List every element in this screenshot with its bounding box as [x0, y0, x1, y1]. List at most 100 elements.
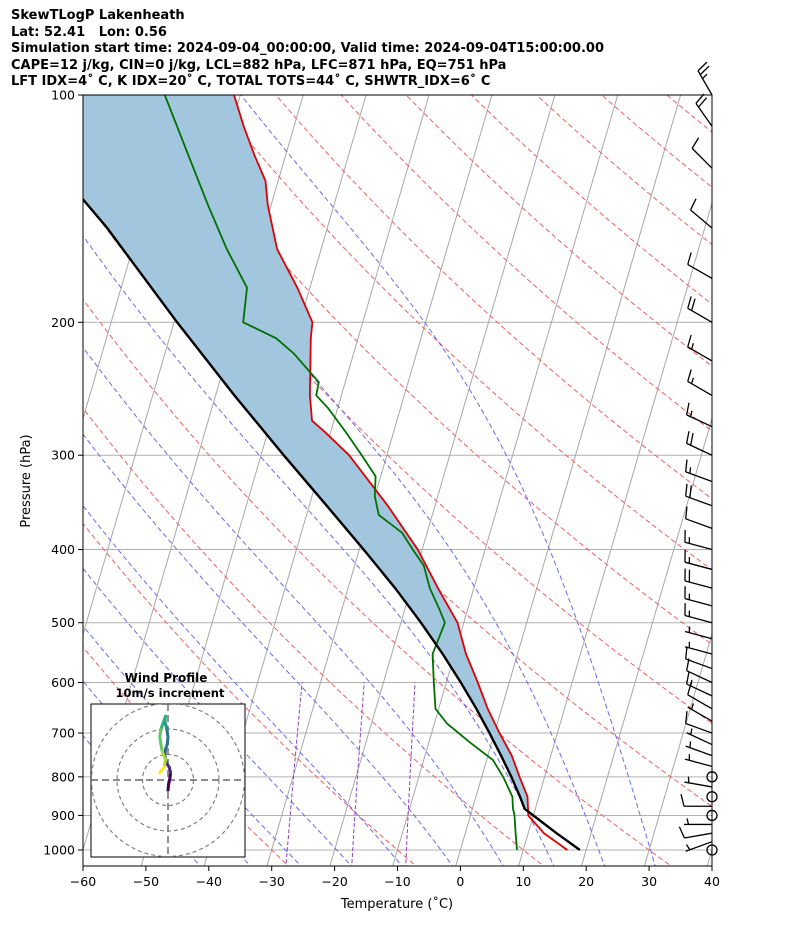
wind-barb [684, 603, 713, 624]
y-tick-label: 800 [51, 769, 75, 784]
isotherm [329, 95, 556, 866]
moist-adiabat [89, 95, 606, 866]
wind-barb [685, 506, 713, 530]
x-tick-label: 10 [515, 874, 531, 889]
dry-adiabat [144, 95, 712, 646]
wind-barb [685, 671, 713, 697]
wind-barb [685, 841, 713, 852]
wind-barb [685, 646, 713, 670]
moist-adiabat [240, 95, 656, 866]
dry-adiabat [83, 522, 417, 866]
isotherm [518, 201, 712, 866]
dry-adiabat [83, 97, 712, 724]
temperature-profile [233, 95, 568, 851]
wind-barb [691, 137, 713, 169]
chart-title: SkewTLogP Lakenheath Lat: 52.41 Lon: 0.56… [11, 8, 604, 91]
wind-barb [706, 771, 718, 783]
wind-barb [689, 198, 713, 229]
isotherm [392, 95, 619, 866]
title-line-station: SkewTLogP Lakenheath [11, 8, 185, 23]
wind-barb [687, 296, 713, 323]
title-line-times: Simulation start time: 2024-09-04_00:00:… [11, 41, 604, 56]
wind-barb [687, 252, 713, 280]
title-line-coordinates: Lat: 52.41 Lon: 0.56 [11, 24, 167, 40]
wind-barb [706, 809, 718, 822]
y-axis-label: Pressure (hPa) [19, 434, 34, 527]
hodograph-segment [158, 769, 163, 775]
mixing-ratio-line [405, 682, 416, 866]
wind-barb [687, 334, 713, 362]
isotherm [706, 848, 712, 866]
title-line-indices: LFT IDX=4˚ C, K IDX=20˚ C, TOTAL TOTS=44… [11, 74, 491, 89]
wind-barb [687, 369, 713, 397]
wind-barb [684, 626, 713, 640]
dry-adiabat [83, 298, 673, 866]
x-tick-label: 40 [704, 874, 720, 889]
y-tick-label: 700 [51, 726, 75, 741]
wind-barb [680, 794, 712, 807]
wind-barb [684, 818, 712, 826]
wind-barb [695, 93, 713, 127]
dry-adiabat [83, 646, 290, 866]
wind-barb [685, 711, 713, 734]
moist-adiabat [83, 505, 403, 866]
x-tick-label: −50 [133, 874, 159, 889]
wind-barb [684, 586, 713, 607]
mixing-ratio-line [351, 682, 365, 866]
mixing-ratio-line [285, 682, 303, 866]
wind-profile-inset: Wind Profile 10m/s increment [90, 671, 246, 858]
y-tick-label: 500 [51, 615, 75, 630]
dry-adiabat [83, 195, 712, 808]
moist-adiabat [83, 567, 353, 866]
x-tick-label: 0 [456, 874, 464, 889]
wind-barb [685, 483, 713, 507]
x-tick-label: 30 [641, 874, 657, 889]
dry-adiabat [210, 95, 712, 571]
parcel-profile [83, 197, 581, 851]
isotherm [455, 95, 682, 866]
wind-barbs [678, 61, 718, 856]
x-tick-label: −30 [259, 874, 285, 889]
y-tick-label: 1000 [43, 843, 75, 858]
wind-barb [706, 844, 718, 856]
x-tick-label: −60 [70, 874, 96, 889]
profile-layer [83, 95, 581, 851]
y-tick-label: 600 [51, 675, 75, 690]
wind-barb [685, 402, 713, 428]
y-tick-label: 400 [51, 542, 75, 557]
dry-adiabat [83, 407, 545, 866]
isotherm [769, 78, 794, 869]
wind-barb [685, 741, 713, 757]
wind-barb [687, 703, 713, 722]
x-tick-label: 20 [578, 874, 594, 889]
wind-barb [684, 776, 713, 788]
x-tick-label: −40 [196, 874, 222, 889]
wind-barb [684, 549, 713, 571]
dry-adiabat [405, 95, 712, 367]
dewpoint-profile [163, 95, 518, 851]
x-tick-label: −10 [384, 874, 410, 889]
moist-adiabat [83, 433, 454, 866]
y-tick-label: 100 [51, 88, 75, 103]
moist-adiabat [83, 346, 504, 866]
title-line-cape: CAPE=12 j/kg, CIN=0 j/kg, LCL=882 hPa, L… [11, 57, 507, 73]
wind-barb [685, 431, 713, 456]
y-tick-label: 200 [51, 315, 75, 330]
dry-adiabat [535, 95, 712, 246]
y-tick-label: 900 [51, 808, 75, 823]
dry-adiabat [666, 95, 712, 133]
cape-layer [83, 95, 528, 809]
isotherm [580, 416, 712, 866]
moist-adiabat [83, 625, 302, 866]
wind-barb [684, 754, 713, 768]
x-axis-label: Temperature (˚C) [340, 896, 453, 912]
dry-adiabat [340, 95, 712, 432]
wind-barb [684, 568, 713, 589]
inset-subtitle: 10m/s increment [116, 686, 225, 700]
wind-barb [697, 61, 713, 96]
cape-area [83, 95, 528, 809]
wind-barb [686, 728, 713, 746]
y-tick-label: 300 [51, 448, 75, 463]
wind-barb [685, 459, 713, 483]
